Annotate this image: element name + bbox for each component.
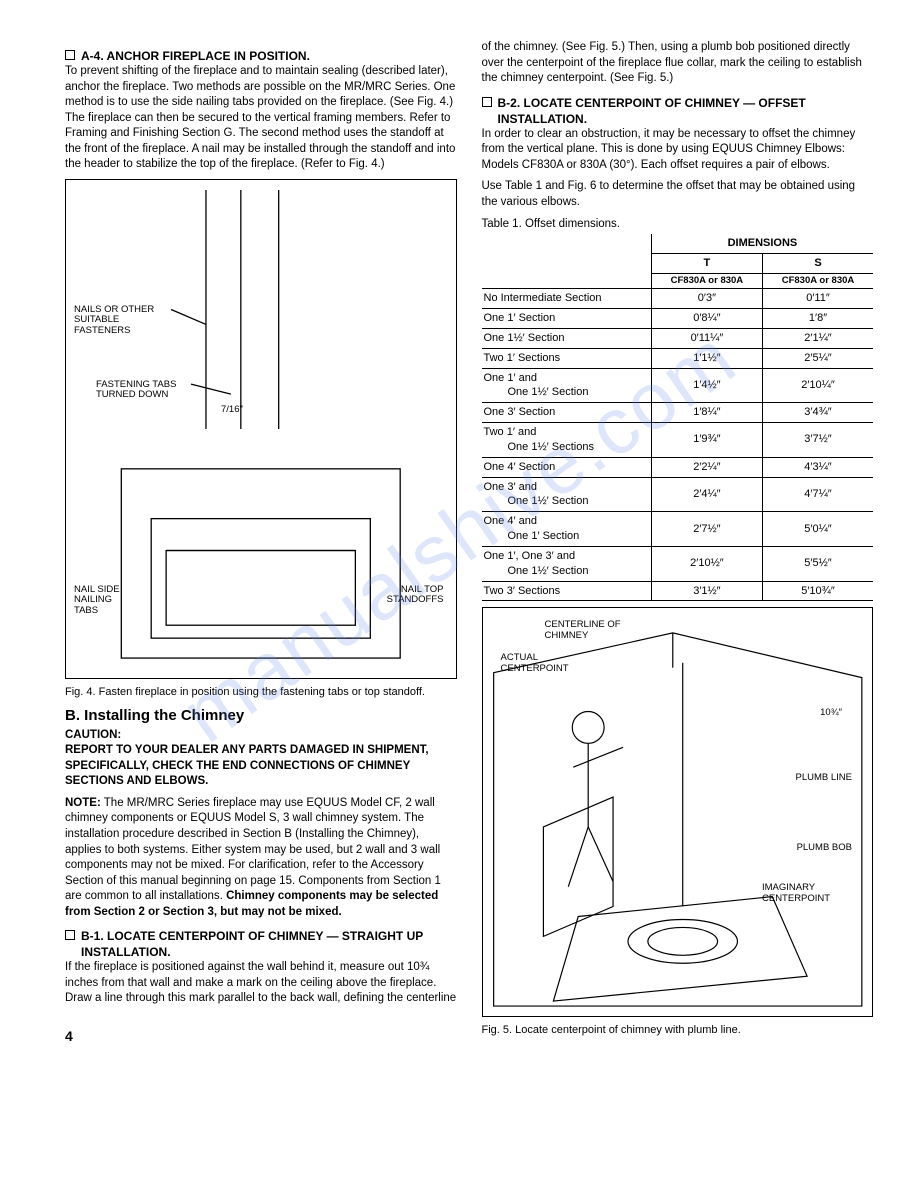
b2-body2: Use Table 1 and Fig. 6 to determine the …: [482, 179, 874, 210]
table-row: One 1′ Section0′8¼″1′8″: [482, 308, 874, 328]
table-body: No Intermediate Section0′3″0′11″One 1′ S…: [482, 289, 874, 601]
row-s: 5′5½″: [762, 546, 873, 581]
figure-4: NAILS OR OTHER SUITABLE FASTENERS FASTEN…: [65, 179, 457, 679]
table-row: One 3′ andOne 1½′ Section2′4¼″4′7¼″: [482, 477, 874, 512]
row-t: 2′2¼″: [651, 457, 762, 477]
a4-title-text: A-4. ANCHOR FIREPLACE IN POSITION.: [81, 48, 457, 64]
b2-heading: B-2. LOCATE CENTERPOINT OF CHIMNEY — OFF…: [482, 95, 874, 127]
note-body: The MR/MRC Series fireplace may use EQUU…: [65, 797, 441, 902]
checkbox-icon: [65, 50, 75, 60]
row-desc: Two 1′ andOne 1½′ Sections: [482, 423, 652, 458]
table-row: Two 1′ andOne 1½′ Sections1′9¾″3′7½″: [482, 423, 874, 458]
row-s: 5′10¾″: [762, 581, 873, 601]
row-t: 2′10½″: [651, 546, 762, 581]
caution-label: CAUTION:: [65, 728, 457, 744]
row-s: 3′4¾″: [762, 403, 873, 423]
table-row: One 1′ andOne 1½′ Section1′4½″2′10¼″: [482, 368, 874, 403]
dimensions-header: DIMENSIONS: [651, 234, 873, 253]
row-t: 1′4½″: [651, 368, 762, 403]
a4-heading: A-4. ANCHOR FIREPLACE IN POSITION.: [65, 48, 457, 64]
row-desc: One 3′ Section: [482, 403, 652, 423]
row-s: 4′7¼″: [762, 477, 873, 512]
b2-title-text: B-2. LOCATE CENTERPOINT OF CHIMNEY — OFF…: [498, 95, 874, 127]
row-desc: One 1′ andOne 1½′ Section: [482, 368, 652, 403]
row-desc: Two 3′ Sections: [482, 581, 652, 601]
row-desc: No Intermediate Section: [482, 289, 652, 309]
row-s: 3′7½″: [762, 423, 873, 458]
row-s: 2′5¼″: [762, 348, 873, 368]
a4-body: To prevent shifting of the fireplace and…: [65, 64, 457, 173]
row-desc: One 3′ andOne 1½′ Section: [482, 477, 652, 512]
col-t-header: T: [651, 253, 762, 273]
row-t: 1′8¼″: [651, 403, 762, 423]
table-1-dimensions: DIMENSIONS T S CF830A or 830A CF830A or …: [482, 234, 874, 601]
two-column-layout: A-4. ANCHOR FIREPLACE IN POSITION. To pr…: [65, 40, 873, 1041]
left-column: A-4. ANCHOR FIREPLACE IN POSITION. To pr…: [65, 40, 457, 1041]
sub-t: CF830A or 830A: [651, 273, 762, 288]
table-row: One 4′ Section2′2¼″4′3¼″: [482, 457, 874, 477]
table1-caption: Table 1. Offset dimensions.: [482, 217, 874, 233]
row-desc: One 1′, One 3′ andOne 1½′ Section: [482, 546, 652, 581]
row-t: 3′1½″: [651, 581, 762, 601]
b1-title-text: B-1. LOCATE CENTERPOINT OF CHIMNEY — STR…: [81, 928, 457, 960]
caution-body: REPORT TO YOUR DEALER ANY PARTS DAMAGED …: [65, 743, 457, 790]
row-t: 0′3″: [651, 289, 762, 309]
row-t: 0′11¼″: [651, 328, 762, 348]
row-s: 4′3¼″: [762, 457, 873, 477]
row-s: 2′10¼″: [762, 368, 873, 403]
fig5-caption: Fig. 5. Locate centerpoint of chimney wi…: [482, 1023, 874, 1038]
table-row: Two 3′ Sections3′1½″5′10¾″: [482, 581, 874, 601]
row-s: 1′8″: [762, 308, 873, 328]
fig4-caption: Fig. 4. Fasten fireplace in position usi…: [65, 685, 457, 700]
checkbox-icon: [482, 97, 492, 107]
row-t: 2′4¼″: [651, 477, 762, 512]
col-s-header: S: [762, 253, 873, 273]
row-t: 1′1½″: [651, 348, 762, 368]
checkbox-icon: [65, 930, 75, 940]
table-row: Two 1′ Sections1′1½″2′5¼″: [482, 348, 874, 368]
row-desc: Two 1′ Sections: [482, 348, 652, 368]
row-desc: One 1′ Section: [482, 308, 652, 328]
table-row: One 3′ Section1′8¼″3′4¾″: [482, 403, 874, 423]
note-label: NOTE:: [65, 797, 101, 809]
row-s: 5′0¼″: [762, 512, 873, 547]
right-column: of the chimney. (See Fig. 5.) Then, usin…: [482, 40, 874, 1041]
row-desc: One 4′ andOne 1′ Section: [482, 512, 652, 547]
table-row: One 1′, One 3′ andOne 1½′ Section2′10½″5…: [482, 546, 874, 581]
sub-s: CF830A or 830A: [762, 273, 873, 288]
row-t: 1′9¾″: [651, 423, 762, 458]
row-desc: One 1½′ Section: [482, 328, 652, 348]
b1-heading: B-1. LOCATE CENTERPOINT OF CHIMNEY — STR…: [65, 928, 457, 960]
continuation-text: of the chimney. (See Fig. 5.) Then, usin…: [482, 40, 874, 87]
row-t: 2′7½″: [651, 512, 762, 547]
b1-body: If the fireplace is positioned against t…: [65, 960, 457, 1007]
page-number: 4: [65, 1027, 73, 1046]
row-desc: One 4′ Section: [482, 457, 652, 477]
section-b-heading: B. Installing the Chimney: [65, 706, 457, 726]
note-paragraph: NOTE: The MR/MRC Series fireplace may us…: [65, 796, 457, 920]
row-s: 0′11″: [762, 289, 873, 309]
table-row: No Intermediate Section0′3″0′11″: [482, 289, 874, 309]
b2-body1: In order to clear an obstruction, it may…: [482, 127, 874, 174]
table-row: One 4′ andOne 1′ Section2′7½″5′0¼″: [482, 512, 874, 547]
figure-5: CENTERLINE OF CHIMNEY ACTUAL CENTERPOINT…: [482, 607, 874, 1017]
row-s: 2′1¼″: [762, 328, 873, 348]
table-row: One 1½′ Section0′11¼″2′1¼″: [482, 328, 874, 348]
row-t: 0′8¼″: [651, 308, 762, 328]
